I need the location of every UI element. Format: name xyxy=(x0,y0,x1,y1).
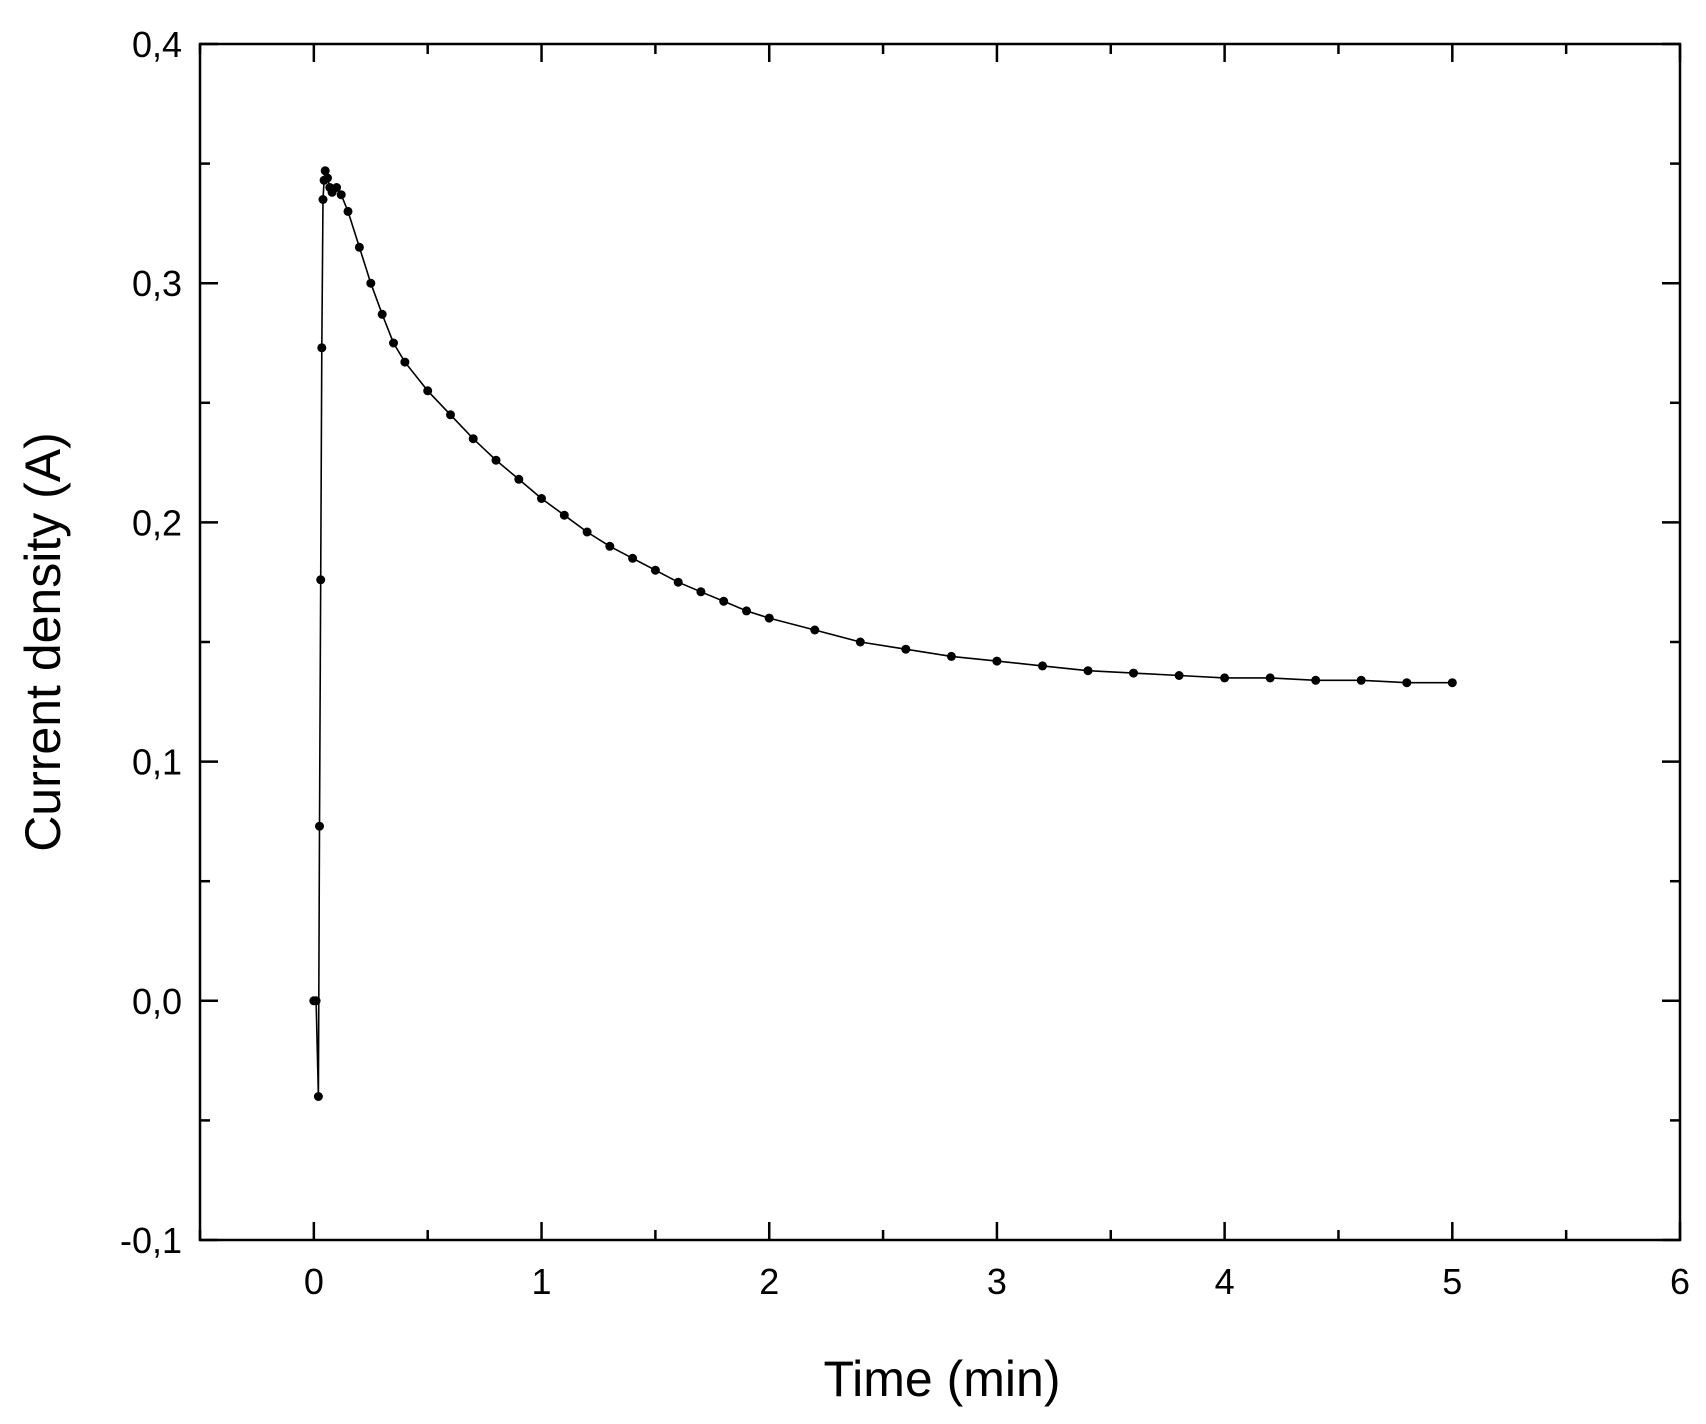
data-point xyxy=(332,183,342,192)
data-point xyxy=(1174,671,1184,680)
x-tick-label: 4 xyxy=(1215,1261,1235,1302)
data-point xyxy=(742,606,751,616)
data-point xyxy=(313,1092,323,1101)
data-point xyxy=(343,206,353,216)
data-point xyxy=(491,455,501,465)
data-point xyxy=(1265,673,1275,683)
data-point xyxy=(446,410,455,420)
data-point xyxy=(1220,673,1230,683)
data-point xyxy=(696,587,706,597)
y-tick-label: 0,1 xyxy=(132,742,182,783)
data-point xyxy=(1447,678,1457,688)
data-points xyxy=(309,166,1457,1101)
data-point xyxy=(354,242,364,252)
y-axis-title: Current density (A) xyxy=(15,432,71,852)
data-point xyxy=(315,821,324,831)
y-tick-label: 0,2 xyxy=(132,502,182,543)
data-point xyxy=(764,613,774,623)
data-point xyxy=(901,644,911,654)
data-point xyxy=(366,278,376,288)
data-point xyxy=(316,575,326,585)
data-point xyxy=(400,357,410,367)
y-tick-labels: -0,1 0,0 0,1 0,2 0,3 0,4 xyxy=(120,24,182,1261)
series-line xyxy=(313,170,1453,1097)
x-tick-label: 5 xyxy=(1442,1261,1462,1302)
plot-frame xyxy=(198,42,1682,1242)
data-point xyxy=(810,625,820,635)
data-point xyxy=(992,656,1002,666)
data-point xyxy=(318,195,328,204)
axis-ticks xyxy=(198,42,1682,1242)
data-point xyxy=(855,637,865,647)
data-point xyxy=(311,996,321,1006)
x-tick-label: 6 xyxy=(1670,1261,1690,1302)
x-tick-label: 1 xyxy=(532,1261,552,1302)
data-point xyxy=(719,596,729,606)
data-point xyxy=(559,510,569,520)
data-point xyxy=(537,494,546,503)
y-tick-label: 0,0 xyxy=(132,981,182,1022)
data-point xyxy=(946,651,956,661)
data-point xyxy=(389,338,398,348)
data-point xyxy=(514,474,524,484)
data-point xyxy=(650,565,660,575)
data-point xyxy=(323,173,332,183)
data-point xyxy=(1083,666,1093,676)
x-axis-title: Time (min) xyxy=(823,1351,1060,1407)
x-tick-labels: 0 1 2 3 4 5 6 xyxy=(304,1261,1690,1302)
x-tick-label: 0 xyxy=(304,1261,324,1302)
data-point xyxy=(1038,661,1047,671)
y-tick-label: 0,3 xyxy=(132,263,182,304)
data-point xyxy=(1402,678,1412,688)
y-tick-label: -0,1 xyxy=(120,1220,182,1261)
data-point xyxy=(317,343,327,353)
y-tick-label: 0,4 xyxy=(132,24,182,65)
data-point xyxy=(468,434,478,444)
x-tick-label: 3 xyxy=(987,1261,1007,1302)
x-tick-label: 2 xyxy=(759,1261,779,1302)
data-point xyxy=(423,386,433,396)
data-point xyxy=(605,541,615,551)
data-point xyxy=(582,527,592,537)
data-point xyxy=(377,309,387,319)
data-point xyxy=(1311,675,1321,685)
data-point xyxy=(336,190,346,200)
data-point xyxy=(320,166,330,176)
data-point xyxy=(673,577,683,587)
data-point xyxy=(1356,675,1366,685)
data-point xyxy=(628,553,638,563)
data-point xyxy=(1129,668,1138,678)
